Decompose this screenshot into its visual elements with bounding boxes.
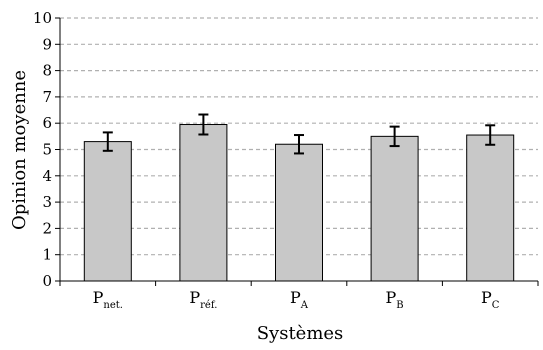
error-bar: [102, 131, 113, 152]
error-bar: [198, 113, 209, 136]
y-tick-label: 1: [42, 246, 52, 264]
x-category-label: PB: [386, 288, 404, 311]
x-category-labels: Pnet. Préf. PA PB PC: [93, 288, 500, 311]
error-bar: [485, 124, 496, 146]
error-bar: [389, 125, 400, 148]
bar: [83, 141, 132, 282]
y-tick-label: 0: [42, 272, 52, 290]
y-tick-label: 7: [42, 88, 52, 106]
x-category-label: Préf.: [189, 288, 217, 311]
y-tick-label: 8: [42, 62, 52, 80]
x-axis-title: Systèmes: [257, 323, 344, 344]
x-category-label: Pnet.: [93, 288, 123, 311]
y-axis-title: Opinion moyenne: [9, 70, 30, 230]
y-tick-label: 10: [33, 9, 52, 27]
y-tick-label: 3: [42, 193, 52, 211]
x-category-label: PC: [481, 288, 500, 311]
y-tick-labels: 0 1 2 3 4 5 6 7 8 9 10: [33, 9, 52, 290]
error-bar: [294, 134, 304, 155]
bars: [83, 124, 515, 282]
axes: [55, 17, 539, 286]
error-bars: [102, 113, 496, 155]
y-tick-label: 4: [42, 167, 52, 185]
y-tick-label: 5: [42, 141, 52, 159]
y-tick-label: 9: [42, 35, 52, 53]
x-category-label: PA: [290, 288, 309, 311]
bar: [275, 143, 323, 282]
y-tick-label: 2: [42, 219, 52, 237]
bar: [466, 134, 515, 282]
bar: [370, 135, 419, 282]
y-tick-label: 6: [42, 114, 52, 132]
bar: [179, 124, 228, 282]
